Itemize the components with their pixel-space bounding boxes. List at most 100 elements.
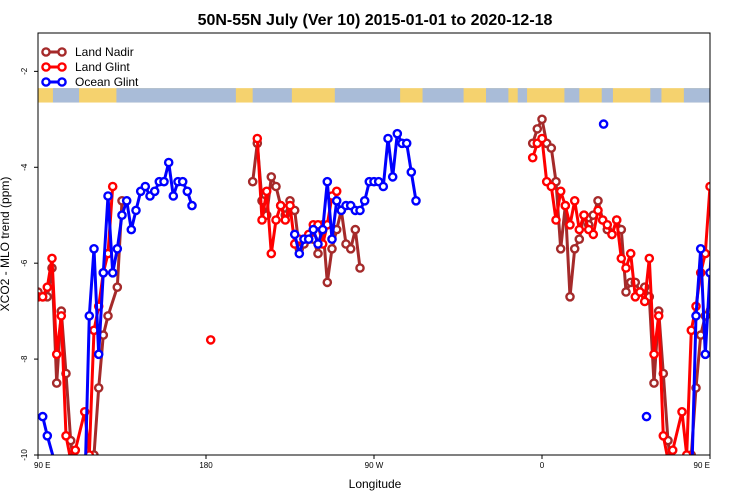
series-line [41,161,194,455]
data-point [593,195,603,206]
legend-label: Land Nadir [75,45,134,59]
data-point [81,490,88,497]
data-point [322,277,333,288]
data-point [98,267,109,278]
data-point [70,445,81,455]
data-point [89,243,99,254]
data-point [579,210,589,220]
series-line [38,200,124,455]
data-point [411,195,421,206]
data-point [289,229,300,240]
data-point [266,248,277,259]
data-point [720,245,727,252]
ocean-segment [252,88,292,103]
legend-item: Land Nadir [41,45,134,59]
data-point [686,325,697,336]
data-point [61,430,71,441]
data-point [593,205,603,216]
data-point [112,243,123,254]
data-point [350,224,361,235]
data-point [266,172,277,182]
x-tick-label: 90 E [34,461,50,470]
data-point [247,176,258,187]
data-point [406,167,417,177]
data-point [653,311,664,321]
data-point [112,282,123,293]
data-point [664,456,671,463]
data-point [331,195,342,206]
data-point [182,186,193,197]
data-point [649,349,659,360]
data-point [378,181,389,192]
data-point [716,197,723,204]
data-point [47,253,57,264]
data-point [551,215,561,225]
data-point [569,243,580,254]
data-point [177,176,188,187]
chart-title: 50N-55N July (Ver 10) 2015-01-01 to 2020… [198,12,553,29]
data-point [565,291,575,302]
data-point [401,138,412,149]
data-point [126,224,137,235]
data-point [383,133,393,144]
legend-swatch-marker [41,77,51,87]
data-point [159,176,169,187]
data-point [677,406,687,417]
data-point [93,383,104,393]
data-point [275,200,286,211]
x-tick-label: 90 W [365,461,384,470]
data-point [327,243,337,254]
data-point [688,490,695,497]
data-point [602,219,613,230]
data-point [331,186,342,197]
data-point [38,411,48,422]
data-point [574,234,585,244]
data-point [574,224,585,235]
data-point [700,349,710,360]
data-point [658,430,669,441]
data-point [669,475,676,482]
data-point [327,234,337,244]
land-ocean-mask-band [38,88,710,103]
y-tick-label: -2 [20,67,29,75]
data-point [641,411,652,422]
data-point [67,456,74,463]
series-line [531,117,710,455]
data-point [271,181,281,192]
legend-swatch-marker [41,62,51,72]
data-point [565,219,575,230]
data-point [53,466,60,473]
data-point [649,378,659,388]
data-point [621,263,631,273]
x-tick-label: 180 [199,461,213,470]
data-point [705,268,710,278]
data-point [187,200,197,211]
x-axis-label: Longitude [349,477,402,491]
data-point [644,253,655,264]
legend-label: Land Glint [75,60,130,74]
series-line [690,247,710,455]
data-point [42,282,53,293]
data-point [131,205,141,216]
x-tick-label: 0 [540,461,545,470]
data-point [140,181,151,192]
data-point [607,229,617,240]
data-point [546,181,557,192]
data-point [163,157,174,168]
data-point [709,195,710,197]
data-point [322,176,333,187]
legend-item: Land Glint [41,60,130,74]
data-point [355,263,365,273]
data-point [359,195,370,206]
data-point [709,286,710,289]
data-point [121,195,132,206]
ocean-segment [517,88,528,103]
data-point [616,253,627,264]
data-point [355,205,365,216]
data-point [691,311,701,321]
data-point [527,152,538,163]
data-point [313,239,323,249]
data-point [271,215,281,225]
legend-swatch-marker [57,77,67,87]
